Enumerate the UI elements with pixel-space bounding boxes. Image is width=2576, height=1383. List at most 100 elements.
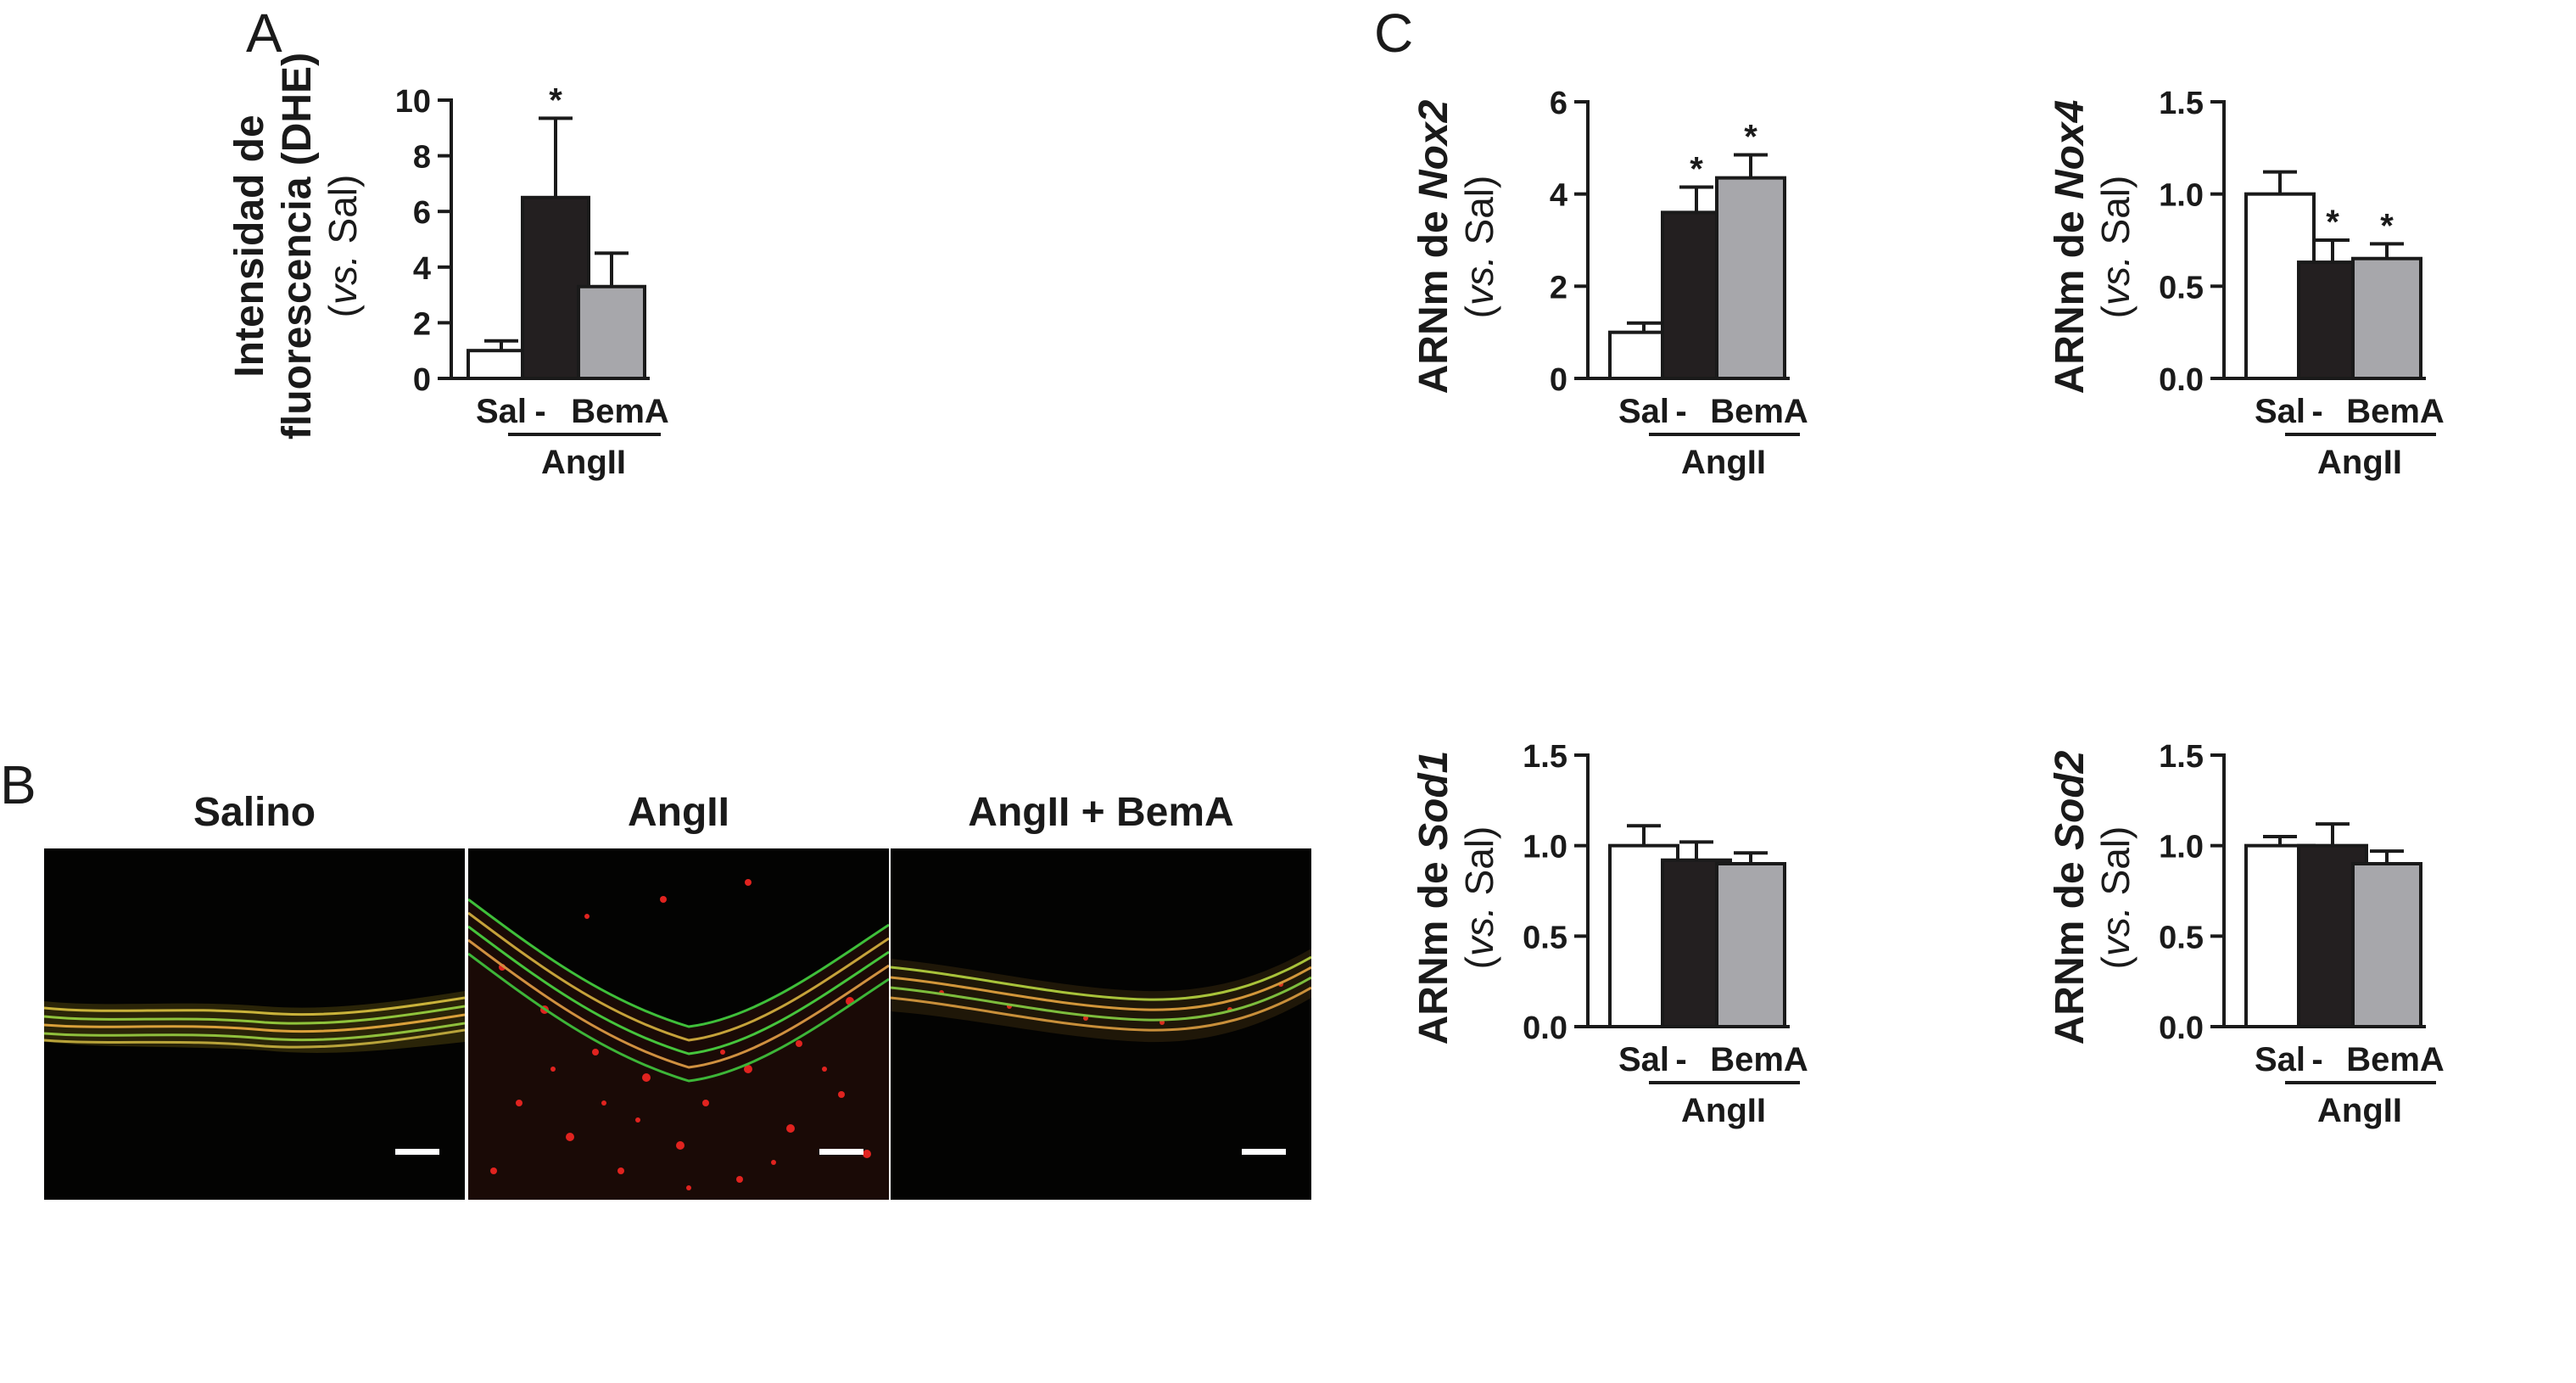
bar (2351, 256, 2422, 380)
y-tick-label: 1.5 (2159, 739, 2204, 775)
y-axis-label-part: vs. (2093, 906, 2137, 956)
category-label: - (534, 393, 545, 430)
y-axis-label-line: (vs. Sal) (2093, 176, 2137, 319)
category-label: - (2311, 1041, 2322, 1078)
y-axis-label-part: ARNm de (2048, 850, 2093, 1044)
y-tick-label: 2 (413, 306, 431, 342)
y-axis-label-line: (vs. Sal) (1457, 826, 1501, 970)
y-axis-label-part: vs. (1457, 906, 1501, 956)
group-label: AngII (2317, 444, 2402, 481)
panel-letter-b: B (0, 754, 36, 815)
y-tick-label: 1.0 (2159, 830, 2204, 865)
y-axis-label-part: ( (1457, 305, 1501, 318)
y-tick-label: 6 (413, 195, 431, 231)
y-tick-label: 8 (413, 140, 431, 176)
y-axis-label-part: ( (2093, 305, 2137, 318)
y-axis-label-part: vs. (321, 255, 365, 305)
micrograph-angii-artwork (468, 879, 889, 1200)
category-label: - (2311, 393, 2322, 430)
y-axis-label-part: ARNm de (2048, 199, 2093, 394)
scale-bar (1242, 1149, 1286, 1155)
y-tick-label: 0 (1550, 362, 1567, 398)
significance-marker: * (549, 81, 562, 119)
y-axis-label-part: ( (1457, 955, 1501, 969)
image-title-angii-bema: AngII + BemA (968, 790, 1234, 835)
y-tick-label: 0.5 (2159, 270, 2204, 305)
y-axis-label-part: ( (2093, 955, 2137, 969)
category-label: Sal (2255, 1041, 2305, 1078)
y-axis-label-part: Sal) (321, 175, 365, 255)
chart-dhe: 0 2 4 6 8 10 * Sal - BemA AngII Intensidad de fluore… (227, 53, 669, 481)
scale-bar (395, 1149, 439, 1155)
y-tick-label: 2 (1550, 270, 1567, 305)
y-axis-label-part: ARNm de (1411, 199, 1456, 394)
y-axis-label-line: Intensidad de (227, 115, 272, 377)
micrograph-angii (468, 848, 889, 1200)
category-label: Sal (1618, 393, 1669, 430)
category-label: BemA (571, 393, 669, 430)
y-axis-label-line: ARNm de Nox2 (1411, 99, 1456, 394)
y-axis-label-line: ARNm de Nox4 (2048, 100, 2093, 395)
significance-marker: * (2380, 207, 2394, 244)
y-axis-label-part: Sal) (2093, 826, 2137, 907)
group-label: AngII (2317, 1092, 2402, 1129)
image-title-angii: AngII (628, 790, 729, 835)
micrograph-salino-artwork (44, 991, 465, 1053)
y-axis-label-part: Nox4 (2048, 100, 2093, 199)
y-tick-label: 6 (1550, 86, 1567, 121)
y-axis-label-part: vs. (2093, 255, 2137, 305)
y-axis-label-part: Nox2 (1411, 99, 1456, 199)
y-axis-label-part: Sod1 (1411, 751, 1456, 850)
y-axis-label-part: Sal) (1457, 826, 1501, 907)
y-axis-label-line: (vs. Sal) (2093, 826, 2137, 970)
micrograph-angii-bema (891, 848, 1311, 1200)
y-tick-label: 1.5 (2159, 86, 2204, 121)
y-axis-label: Intensidad de fluorescencia (DHE) (vs. Sal… (227, 53, 365, 440)
category-label: BemA (1710, 393, 1808, 430)
y-axis-label-part: ARNm de (1411, 850, 1456, 1044)
panel-letter-a: A (246, 3, 282, 64)
bar (1715, 176, 1786, 380)
y-tick-label: 0.0 (2159, 1011, 2204, 1046)
category-label: Sal (1618, 1041, 1669, 1078)
bar (577, 284, 646, 381)
bar (1715, 862, 1786, 1028)
category-label: BemA (2346, 393, 2445, 430)
y-axis-label-line: ARNm de Sod2 (2048, 750, 2093, 1044)
category-label: - (1675, 393, 1686, 430)
bar (2351, 862, 2422, 1028)
group-label: AngII (1681, 444, 1766, 481)
y-tick-label: 1.0 (2159, 178, 2204, 214)
y-tick-label: 0.0 (1523, 1011, 1567, 1046)
y-axis-label-part: Sod2 (2048, 750, 2093, 850)
y-axis-label-part: Sal) (1457, 176, 1501, 256)
y-tick-label: 1.0 (1523, 830, 1567, 865)
y-tick-label: 1.5 (1523, 739, 1567, 775)
y-axis-label-line: ARNm de Sod1 (1411, 751, 1456, 1045)
y-tick-label: 4 (413, 251, 431, 287)
category-label: - (1675, 1041, 1686, 1078)
category-label: Sal (2255, 393, 2305, 430)
y-axis-label: ARNm de Sod1(vs. Sal) (1411, 751, 1501, 1045)
group-label: AngII (1681, 1092, 1766, 1129)
y-tick-label: 4 (1550, 178, 1567, 214)
y-tick-label: 10 (395, 84, 431, 120)
y-axis-label-line: (vs. Sal) (321, 175, 365, 318)
group-label: AngII (541, 444, 626, 481)
category-label: BemA (2346, 1041, 2445, 1078)
micrograph-salino (44, 848, 465, 1200)
y-axis-label-part: Sal) (2093, 176, 2137, 256)
y-tick-label: 0 (413, 362, 431, 398)
micrograph-angii-bema-artwork (891, 949, 1311, 1043)
panel-letter-c: C (1374, 3, 1414, 64)
scale-bar (819, 1149, 863, 1155)
y-axis-label: ARNm de Sod2(vs. Sal) (2048, 750, 2137, 1044)
y-tick-label: 0.5 (1523, 920, 1567, 955)
y-axis-label: ARNm de Nox4(vs. Sal) (2048, 100, 2137, 395)
y-axis-label-line: fluorescencia (DHE) (275, 53, 320, 440)
y-axis-label: ARNm de Nox2(vs. Sal) (1411, 99, 1501, 394)
